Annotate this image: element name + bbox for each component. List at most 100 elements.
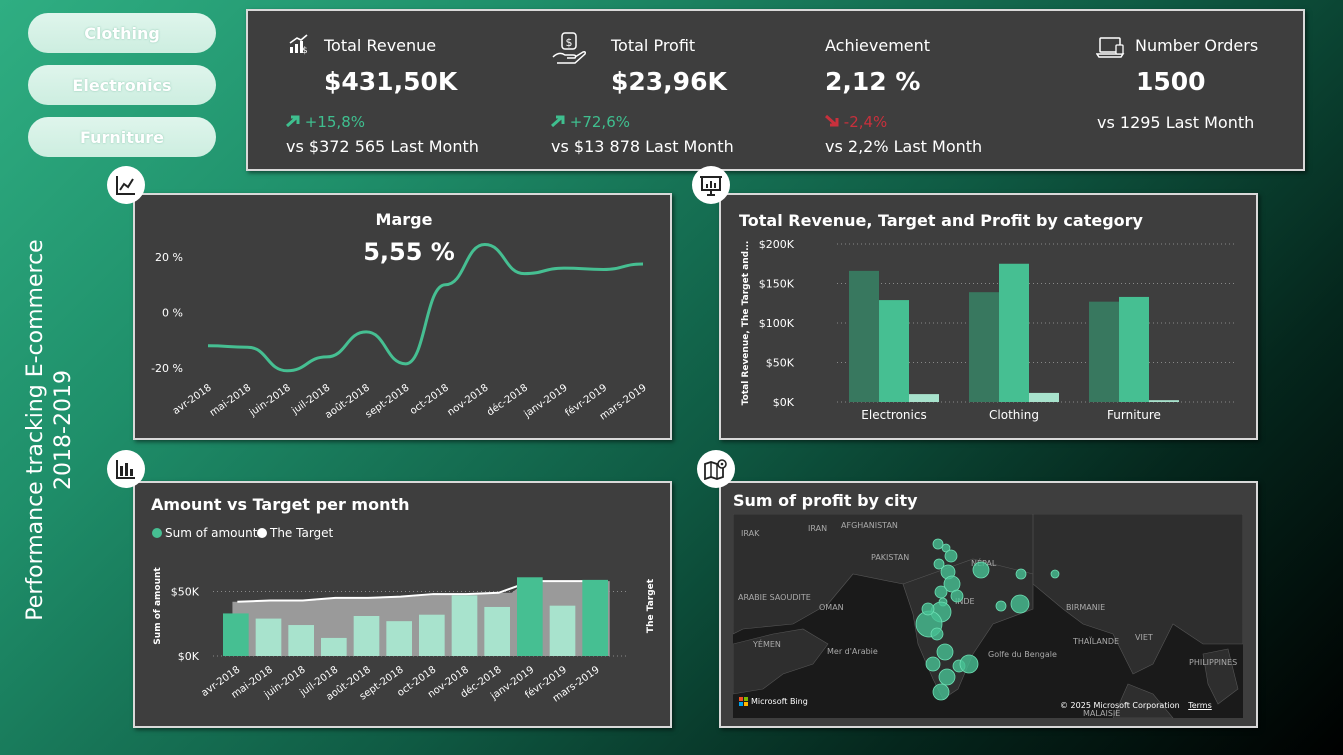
map-title: Sum of profit by city <box>733 491 918 510</box>
map-label: BIRMANIE <box>1066 603 1105 612</box>
kpi-achievement-delta: -2,4% <box>825 113 887 131</box>
slicer-furniture[interactable]: Furniture <box>28 117 216 157</box>
map-land-malaysia <box>1112 683 1174 718</box>
y-tick-label: -20 % <box>151 362 183 375</box>
marge-line <box>207 243 644 373</box>
slicer-clothing[interactable]: Clothing <box>28 13 216 53</box>
bar <box>386 621 412 656</box>
map-label: Golfe du Bengale <box>988 650 1057 659</box>
map-attribution-text: © 2025 Microsoft Corporation <box>1060 701 1180 710</box>
arrow-up-icon <box>286 115 300 128</box>
x-tick-label: sept-2018 <box>364 382 412 420</box>
map-label: VIET <box>1135 633 1153 642</box>
x-tick-label: Clothing <box>989 408 1039 422</box>
y-tick-label: $50K <box>171 585 200 598</box>
bing-logo: Microsoft Bing <box>739 697 808 706</box>
kpi-revenue-vs: vs $372 565 Last Month <box>286 137 479 156</box>
city-bubble <box>1015 568 1027 580</box>
map-label: PAKISTAN <box>871 553 909 562</box>
bar <box>1119 296 1149 402</box>
kpi-card: $ Total Revenue $431,50K +15,8% vs $372 … <box>246 9 1305 171</box>
city-bubble <box>936 643 954 661</box>
x-tick-label: Electronics <box>861 408 926 422</box>
bar <box>1029 392 1059 402</box>
map-land-philippines <box>1202 648 1239 705</box>
legend-label: The Target <box>269 526 334 540</box>
kpi-profit-delta-text: +72,6% <box>569 113 631 131</box>
map-badge <box>697 450 735 488</box>
y-axis-label: Sum of amount <box>153 567 163 645</box>
slicer-electronics[interactable]: Electronics <box>28 65 216 105</box>
kpi-profit-delta: +72,6% <box>551 113 630 131</box>
y-tick-label: $200K <box>759 238 795 251</box>
city-bubble <box>943 575 961 593</box>
arrow-up-icon <box>551 115 565 128</box>
line-chart-icon <box>116 176 135 195</box>
slicer-label: Clothing <box>84 23 160 43</box>
marge-panel: Marge 5,55 % 20 % 0 % -20 % avr-2018 mai-2018 j… <box>133 193 672 440</box>
bar <box>451 595 478 656</box>
svg-text:$: $ <box>302 46 308 55</box>
y-tick-label: 0 % <box>162 307 183 320</box>
map-label: IRAK <box>741 529 760 538</box>
revenue-icon: $ <box>289 34 308 55</box>
amount-combo-chart: Amount vs Target per month Sum of amount T… <box>151 495 656 705</box>
x-tick-label: juin-2018 <box>247 382 293 419</box>
city-bubble <box>1010 594 1030 614</box>
kpi-achievement-vs: vs 2,2% Last Month <box>825 137 983 156</box>
kpi-revenue-value: $431,50K <box>324 67 458 96</box>
map-terms-link[interactable]: Terms <box>1188 701 1212 710</box>
category-bar-chart: Total Revenue, Target and Profit by cate… <box>739 211 1237 422</box>
bar <box>353 616 380 656</box>
bar <box>288 625 314 656</box>
city-bubble <box>941 543 951 553</box>
bar <box>419 614 445 656</box>
bar-chart-icon <box>116 460 135 479</box>
city-bubble <box>950 589 964 603</box>
page-title: Performance tracking E-commerce 2018-201… <box>22 239 78 620</box>
laptop-icon <box>1096 37 1125 58</box>
y-tick-label: $50K <box>766 357 795 370</box>
bar <box>484 606 510 656</box>
map-label: ARABIE SAOUDITE <box>738 593 811 602</box>
legend-marker <box>257 528 267 538</box>
city-bubble <box>932 538 944 550</box>
bar <box>879 300 909 402</box>
bar <box>321 637 347 656</box>
x-tick-label: janv-2019 <box>522 382 570 420</box>
bar <box>999 263 1029 402</box>
y-tick-label: 20 % <box>155 251 183 264</box>
kpi-orders-vs: vs 1295 Last Month <box>1097 113 1255 132</box>
kpi-achievement-label: Achievement <box>825 36 931 55</box>
page-title-line1: Performance tracking E-commerce <box>23 239 48 621</box>
svg-text:$: $ <box>566 36 573 49</box>
category-panel: Total Revenue, Target and Profit by cate… <box>719 193 1258 440</box>
map-label: Mer d'Arabie <box>827 647 878 656</box>
city-bubble <box>932 683 950 701</box>
map-attribution: © 2025 Microsoft Corporation Terms <box>1060 701 1212 710</box>
kpi-profit-value: $23,96K <box>611 67 727 96</box>
page-title-line2: 2018-2019 <box>51 370 76 490</box>
city-bubble <box>1050 569 1060 579</box>
y-tick-label: $100K <box>759 317 795 330</box>
city-bubble <box>934 585 948 599</box>
chart-title: Amount vs Target per month <box>151 495 410 514</box>
map-land-east <box>1032 514 1243 675</box>
profit-map[interactable]: AFGHANISTAN IRAK IRAN PAKISTAN ARABIE SAOUDI… <box>733 514 1243 718</box>
kpi-revenue-delta-text: +15,8% <box>304 113 366 131</box>
amount-badge <box>107 450 145 488</box>
chart-title: Marge <box>376 210 433 229</box>
x-tick-label: oct-2018 <box>408 382 451 417</box>
y-axis-label: Total Revenue, The Target and... <box>741 241 751 406</box>
y-tick-label: $150K <box>759 278 795 291</box>
city-bubble <box>995 600 1007 612</box>
x-tick-label: Furniture <box>1107 408 1161 422</box>
bar <box>969 292 999 402</box>
kpi-achievement-delta-text: -2,4% <box>843 113 888 131</box>
bar <box>517 577 543 656</box>
map-label: AFGHANISTAN <box>841 521 898 530</box>
bar <box>1149 400 1179 402</box>
city-bubble <box>930 627 944 641</box>
bar <box>255 618 282 656</box>
